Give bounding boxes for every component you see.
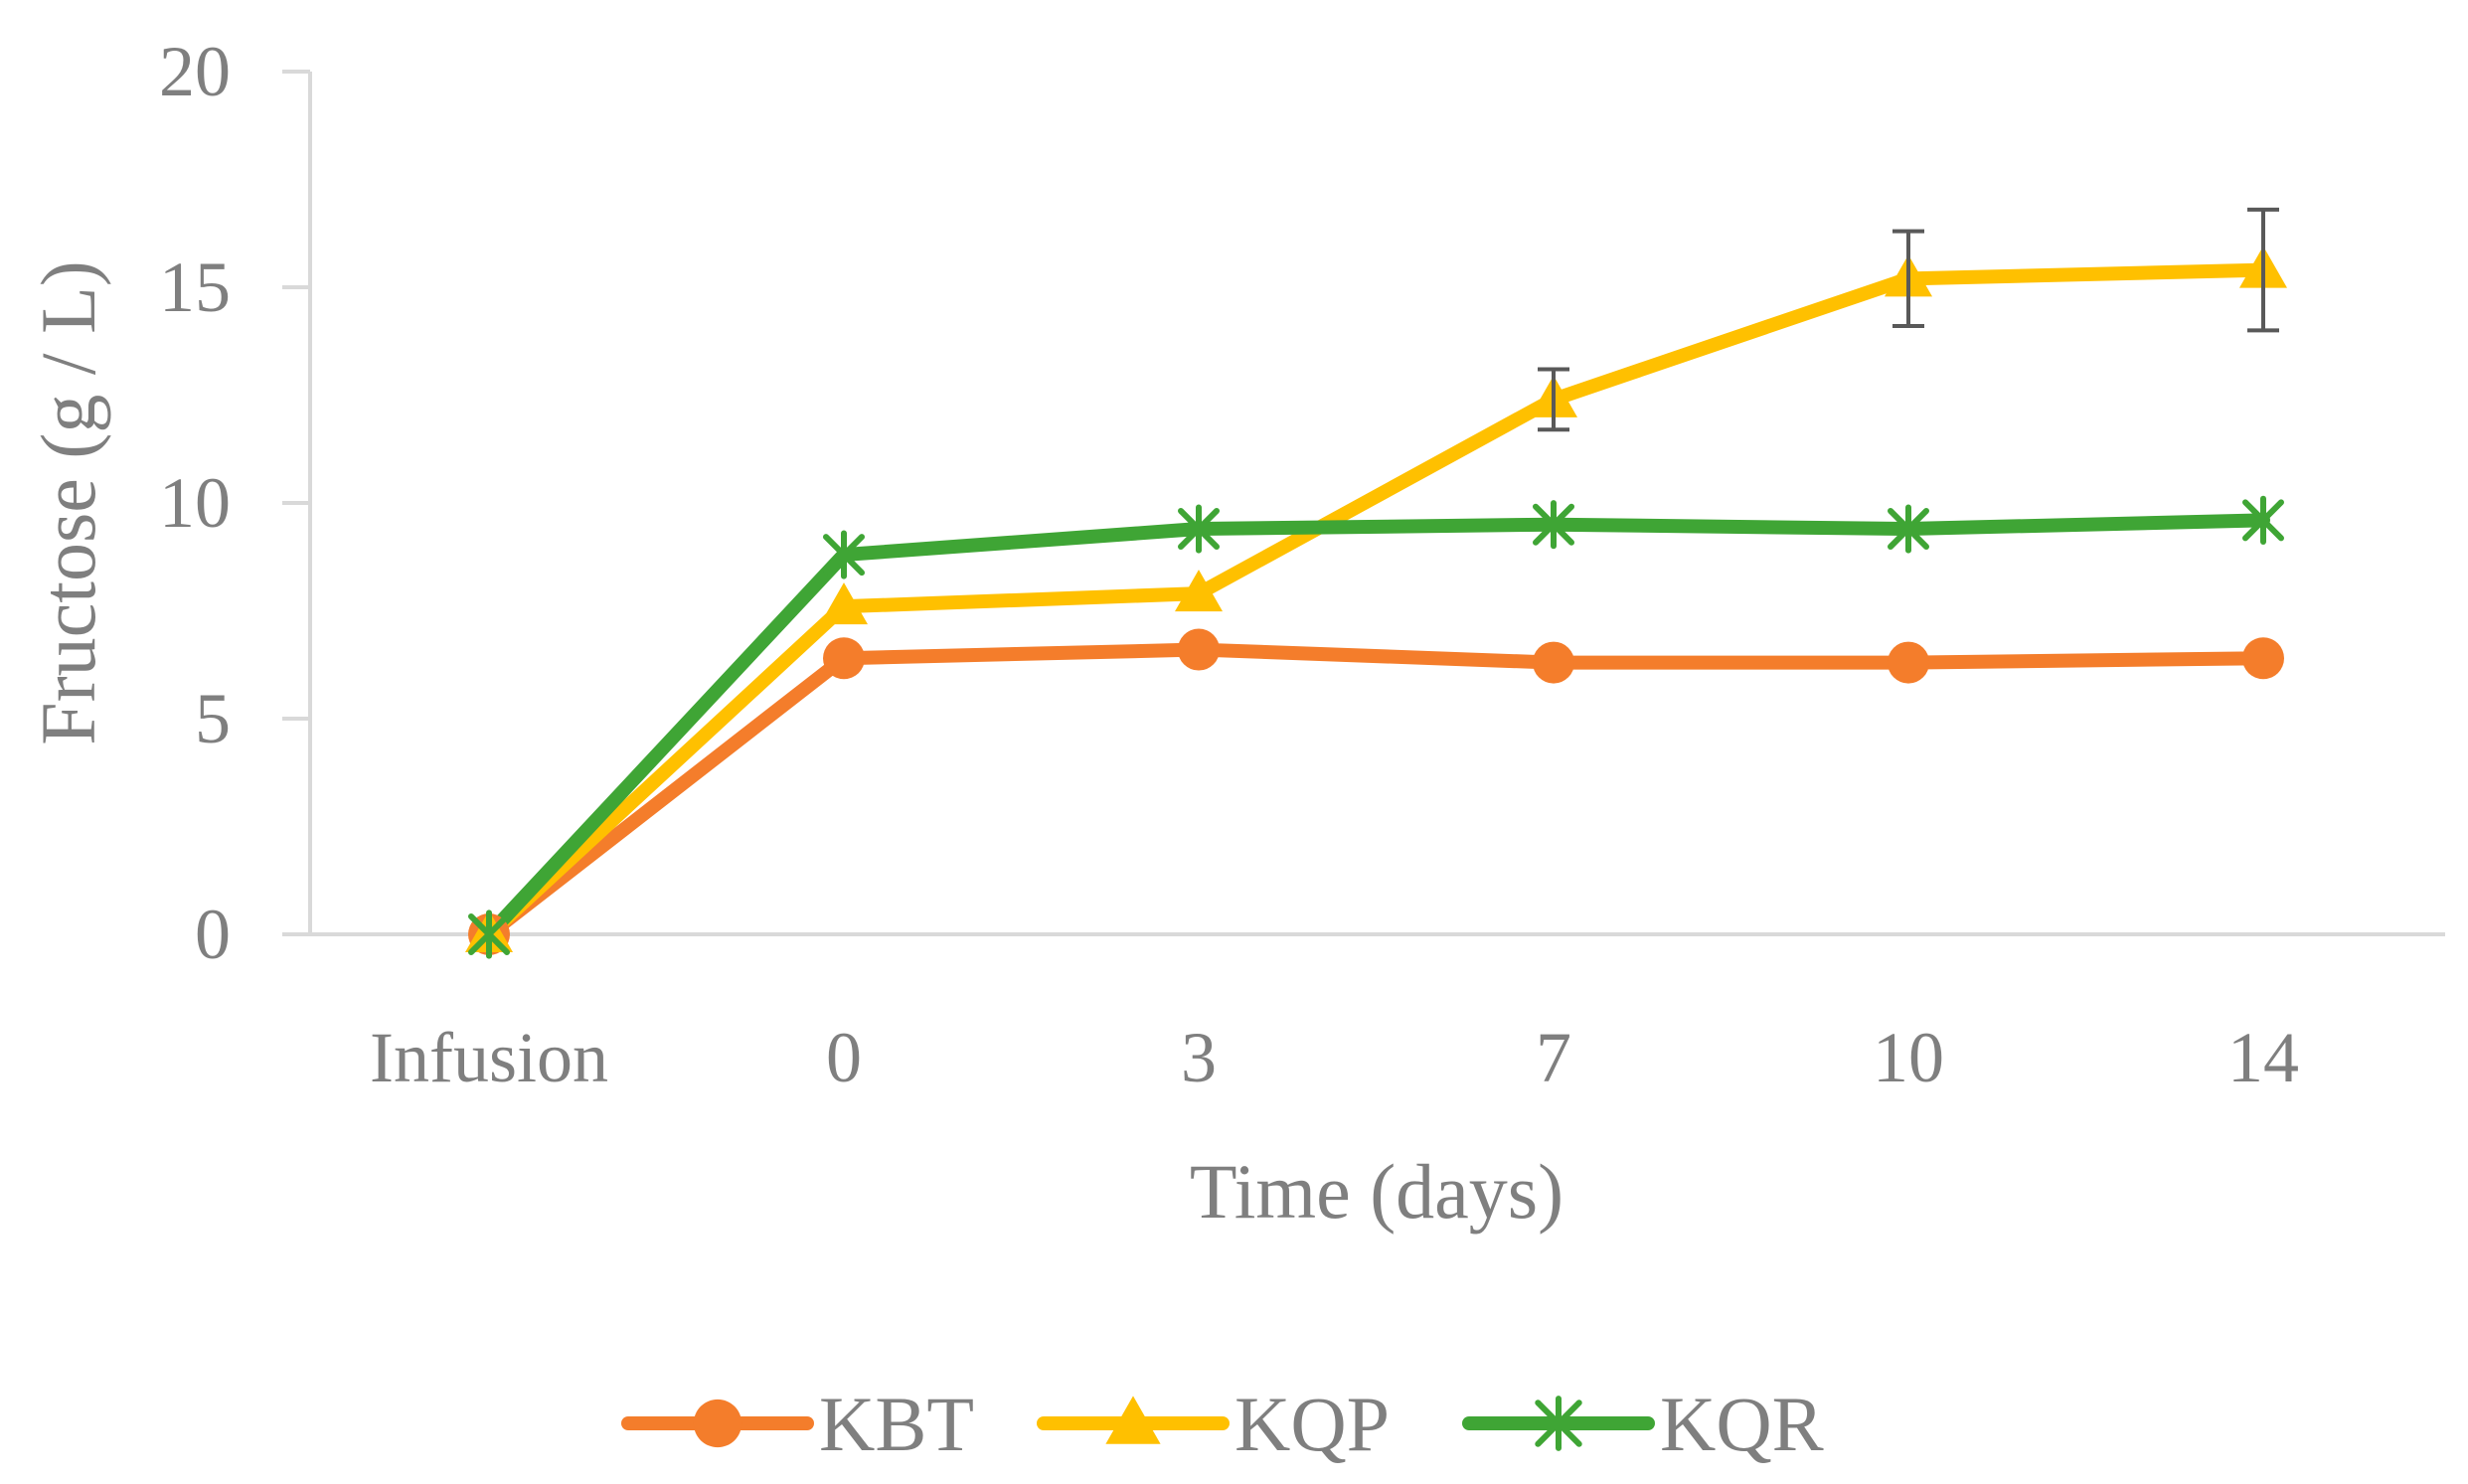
y-axis-ticks: 0 5 10 15 20 [159,32,310,974]
x-tick-label: 10 [1873,1018,1944,1097]
legend-item-kqp: KQP [1037,1381,1390,1467]
y-tick-label: 20 [159,32,231,111]
x-tick-label: 0 [826,1018,862,1097]
series-line-kqr [482,513,2270,941]
star-marker [468,909,510,959]
errorbar-layer [1538,207,2279,432]
error-bar [1538,367,1569,432]
error-bar [2247,207,2279,333]
series-layer [465,246,2287,959]
legend-label: KQP [1234,1381,1390,1467]
circle-marker [2242,637,2284,680]
error-bar [1892,229,1924,329]
star-marker [1178,504,1220,554]
legend-label: KQR [1660,1381,1824,1467]
y-axis-title: Fructose (g / L) [25,260,111,744]
x-tick-label: 7 [1536,1018,1571,1097]
star-marker [1533,500,1574,550]
series-line-kqp [482,262,2270,941]
series-line-kbt [482,642,2270,941]
triangle-marker [1175,570,1223,612]
star-marker [1535,1396,1582,1451]
circle-marker [1888,641,1929,684]
legend-label: KBT [819,1381,974,1467]
triangle-marker [820,582,868,625]
triangle-marker [1105,1396,1161,1444]
star-marker [1888,504,1929,554]
circle-marker [823,637,865,680]
circle-marker [1178,628,1220,671]
x-tick-label: Infusion [370,1018,608,1097]
star-marker [823,530,865,579]
y-tick-label: 15 [159,247,231,327]
x-tick-label: 3 [1181,1018,1217,1097]
y-tick-label: 5 [195,679,231,758]
circle-marker [693,1399,742,1448]
legend-item-kqr: KQR [1462,1381,1824,1467]
legend-item-kbt: KBT [621,1381,974,1467]
y-tick-label: 10 [159,463,231,543]
x-axis-title: Time (days) [1190,1148,1563,1235]
legend: KBT KQP KQR [621,1381,1824,1467]
star-marker [2242,495,2284,545]
x-axis-ticks: Infusion 0 3 7 10 14 [370,1018,2299,1097]
circle-marker [1533,641,1574,684]
x-tick-label: 14 [2227,1018,2299,1097]
y-tick-label: 0 [195,895,231,974]
